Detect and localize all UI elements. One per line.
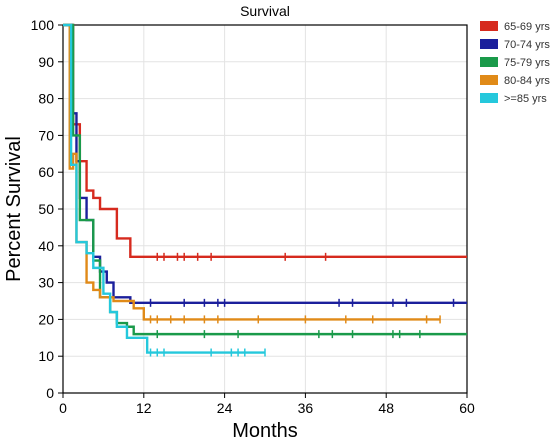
y-tick-label: 10 bbox=[38, 348, 54, 364]
survival-curve-3 bbox=[63, 23, 441, 321]
x-axis-ticks: 0 12 24 36 48 60 bbox=[59, 393, 475, 416]
survival-curves bbox=[63, 23, 467, 354]
legend-label: 70-74 yrs bbox=[504, 39, 550, 51]
x-tick-label: 36 bbox=[298, 400, 314, 416]
x-tick-label: 60 bbox=[459, 400, 475, 416]
x-tick-label: 48 bbox=[378, 400, 394, 416]
y-tick-label: 90 bbox=[38, 54, 54, 70]
legend-swatch bbox=[480, 57, 498, 67]
y-tick-label: 0 bbox=[46, 385, 54, 401]
y-tick-label: 60 bbox=[38, 164, 54, 180]
y-tick-label: 100 bbox=[31, 17, 55, 33]
legend-swatch bbox=[480, 21, 498, 31]
survival-curve-4 bbox=[63, 23, 265, 354]
x-axis-title: Months bbox=[232, 420, 298, 441]
y-tick-label: 80 bbox=[38, 91, 54, 107]
y-tick-label: 70 bbox=[38, 127, 54, 143]
legend-label: 75-79 yrs bbox=[504, 57, 550, 69]
x-tick-label: 0 bbox=[59, 400, 67, 416]
grid-lines bbox=[62, 24, 468, 394]
y-tick-label: 40 bbox=[38, 238, 54, 254]
x-tick-label: 12 bbox=[136, 400, 152, 416]
chart-title: Survival bbox=[240, 3, 290, 19]
legend-label: >=85 yrs bbox=[504, 93, 547, 105]
legend-swatch bbox=[480, 75, 498, 85]
legend-swatch bbox=[480, 39, 498, 49]
censor-marks bbox=[149, 252, 455, 357]
y-tick-label: 20 bbox=[38, 311, 54, 327]
legend-label: 80-84 yrs bbox=[504, 75, 550, 87]
y-axis-ticks: 0 10 20 30 40 50 60 70 80 90 100 bbox=[31, 17, 63, 401]
legend: 65-69 yrs 70-74 yrs 75-79 yrs 80-84 yrs >=85… bbox=[480, 21, 550, 105]
y-tick-label: 30 bbox=[38, 275, 54, 291]
x-tick-label: 24 bbox=[217, 400, 233, 416]
legend-swatch bbox=[480, 93, 498, 103]
y-axis-title: Percent Survival bbox=[3, 136, 25, 282]
y-tick-label: 50 bbox=[38, 201, 54, 217]
legend-label: 65-69 yrs bbox=[504, 21, 550, 33]
